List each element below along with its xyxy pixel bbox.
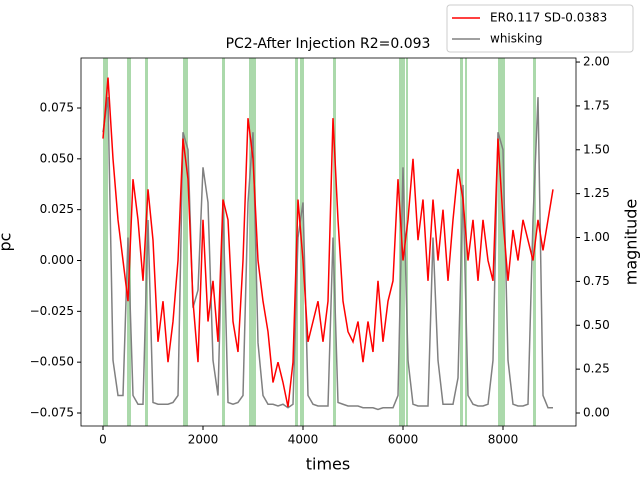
y2-tick-label: 0.50 xyxy=(583,318,610,332)
legend: ER0.117 SD-0.0383 whisking xyxy=(446,4,634,53)
data-line xyxy=(102,77,554,408)
y-tick-label: 0.025 xyxy=(40,202,74,216)
shaded-span xyxy=(127,58,131,426)
x-tick-label: 8000 xyxy=(488,433,519,447)
y-tick-label: −0.075 xyxy=(30,405,74,419)
y2-tick-label: 1.50 xyxy=(583,142,610,156)
y-tick-label: 0.050 xyxy=(40,151,74,165)
shaded-span xyxy=(533,58,536,426)
x-tick-label: 4000 xyxy=(288,433,319,447)
chart-title: PC2-After Injection R2=0.093 xyxy=(226,36,431,52)
shaded-span xyxy=(333,58,336,426)
y-axis-label: pc xyxy=(0,233,15,252)
plot-frame xyxy=(80,57,577,427)
shaded-span xyxy=(145,58,148,426)
y-tick-label: 0.000 xyxy=(40,253,74,267)
y2-tick-label: 0.25 xyxy=(583,362,610,376)
x-tick-label: 2000 xyxy=(188,433,219,447)
legend-label: ER0.117 SD-0.0383 xyxy=(490,11,607,25)
shaded-span xyxy=(183,58,188,426)
shaded-span xyxy=(249,58,256,426)
y-tick-label: −0.025 xyxy=(30,304,74,318)
y2-tick-label: 1.00 xyxy=(583,230,610,244)
x-axis-label: times xyxy=(306,455,350,474)
data-line xyxy=(102,97,553,411)
shaded-span xyxy=(498,58,505,426)
y2-tick-label: 0.75 xyxy=(583,274,610,288)
y2-tick-label: 1.25 xyxy=(583,186,610,200)
legend-box xyxy=(446,4,634,53)
y2-axis-label: magnitude xyxy=(622,199,640,286)
y-tick-label: −0.050 xyxy=(30,355,74,369)
shaded-span xyxy=(406,58,408,426)
y-tick-label: 0.075 xyxy=(40,101,74,115)
y2-tick-label: 0.00 xyxy=(583,406,610,420)
y2-tick-label: 1.75 xyxy=(583,98,610,112)
legend-label: whisking xyxy=(490,32,543,46)
x-tick-label: 0 xyxy=(99,433,107,447)
y2-tick-label: 2.00 xyxy=(583,55,610,69)
x-tick-label: 6000 xyxy=(388,433,419,447)
shaded-span xyxy=(103,58,108,426)
